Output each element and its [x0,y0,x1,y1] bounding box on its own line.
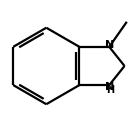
Text: N: N [105,40,115,50]
Text: H: H [106,85,114,95]
Text: N: N [105,82,115,92]
